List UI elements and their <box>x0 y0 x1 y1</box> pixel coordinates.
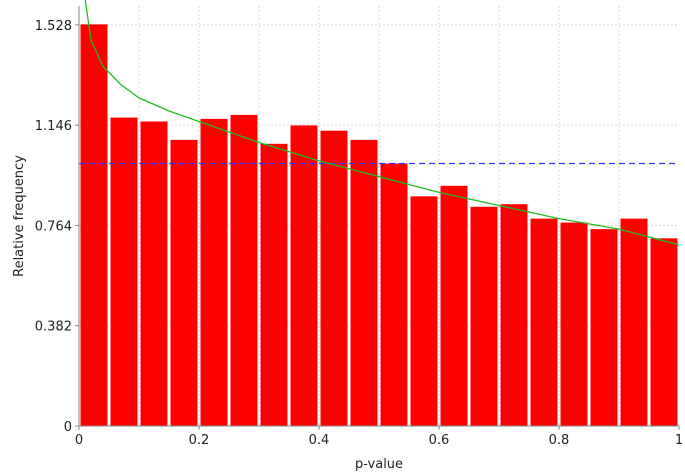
y-tick-label-4: 1.528 <box>35 19 72 34</box>
x-tick-label-4: 0.8 <box>549 433 570 448</box>
bar-2 <box>140 121 168 426</box>
grid-lines <box>79 6 679 426</box>
x-axis-label: p-value <box>355 457 403 472</box>
x-tick-label-1: 0.2 <box>189 433 210 448</box>
y-tick-label-0: 0 <box>64 420 72 435</box>
bar-16 <box>560 222 588 426</box>
fit-curve-path <box>84 0 680 246</box>
x-tick-label-0: 0 <box>75 433 83 448</box>
bar-3 <box>170 139 198 426</box>
x-tick-label-3: 0.6 <box>429 433 450 448</box>
bar-19 <box>650 238 678 426</box>
bar-11 <box>410 196 438 426</box>
x-axis-ticks: 0 0.2 0.4 0.6 0.8 1 <box>75 426 683 448</box>
y-axis-label: Relative frequency <box>12 155 27 277</box>
y-tick-label-3: 1.146 <box>35 119 72 134</box>
bar-7 <box>290 125 318 426</box>
histogram-bars <box>80 24 678 426</box>
bar-10 <box>380 163 408 426</box>
bar-17 <box>590 229 618 426</box>
axes <box>78 6 679 427</box>
bar-0 <box>80 24 108 426</box>
y-tick-label-2: 0.764 <box>35 219 72 234</box>
bar-4 <box>200 118 228 426</box>
bar-18 <box>620 218 648 426</box>
bar-5 <box>230 114 258 426</box>
bar-1 <box>110 117 138 426</box>
bar-9 <box>350 139 378 426</box>
bar-12 <box>440 185 468 426</box>
fit-curve <box>84 0 680 246</box>
y-tick-label-1: 0.382 <box>35 320 72 335</box>
x-tick-label-2: 0.4 <box>309 433 330 448</box>
bar-14 <box>500 204 528 426</box>
bar-6 <box>260 143 288 426</box>
x-tick-label-5: 1 <box>675 433 683 448</box>
bar-15 <box>530 218 558 426</box>
bar-13 <box>470 206 498 426</box>
y-axis-ticks: 0 0.382 0.764 1.146 1.528 <box>35 19 79 435</box>
bar-8 <box>320 130 348 426</box>
